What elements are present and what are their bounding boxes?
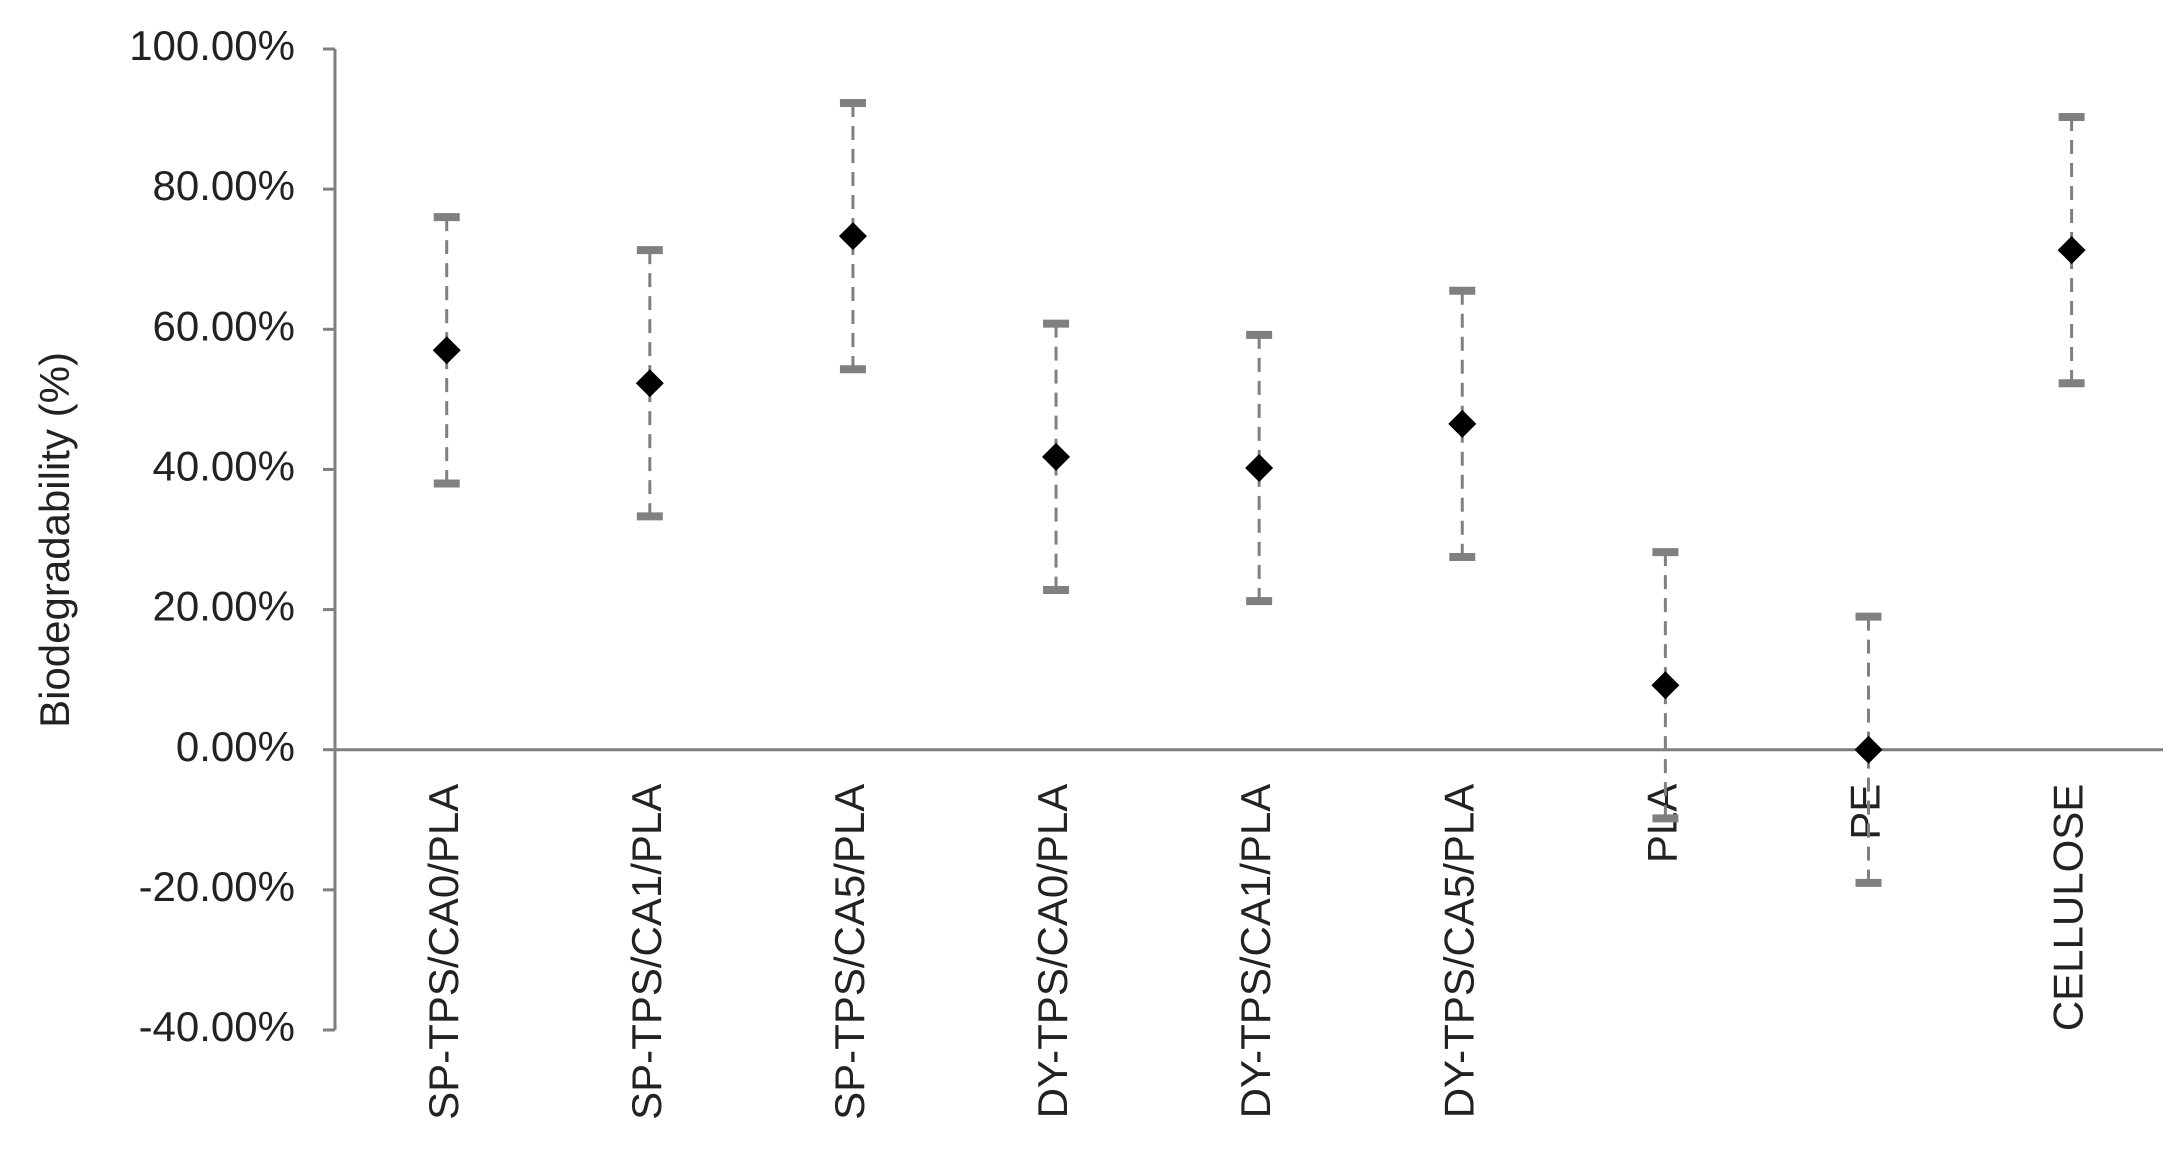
x-tick-label: SP-TPS/CA1/PLA xyxy=(623,784,670,1120)
data-point xyxy=(838,222,867,251)
y-tick-label: -40.00% xyxy=(139,1003,295,1050)
y-tick-label: 80.00% xyxy=(153,162,295,209)
data-point xyxy=(635,369,664,398)
y-tick-label: 0.00% xyxy=(176,723,295,770)
data-point xyxy=(2057,236,2086,265)
data-point xyxy=(1854,735,1883,764)
data-point xyxy=(432,336,461,365)
data-point xyxy=(1245,454,1274,483)
data-point xyxy=(1651,671,1680,700)
y-tick-label: -20.00% xyxy=(139,863,295,910)
y-tick-label: 60.00% xyxy=(153,302,295,349)
x-tick-label: PLA xyxy=(1638,784,1685,863)
x-tick-label: DY-TPS/CA5/PLA xyxy=(1435,784,1482,1119)
x-tick-label: PE xyxy=(1842,784,1889,840)
x-tick-label: SP-TPS/CA5/PLA xyxy=(826,784,873,1120)
y-tick-label: 40.00% xyxy=(153,443,295,490)
data-point xyxy=(1448,409,1477,438)
x-tick-label: SP-TPS/CA0/PLA xyxy=(420,784,467,1120)
x-tick-label: DY-TPS/CA1/PLA xyxy=(1232,784,1279,1119)
y-tick-label: 100.00% xyxy=(129,22,295,69)
y-axis-label: Biodegradability (%) xyxy=(31,352,78,728)
y-tick-label: 20.00% xyxy=(153,583,295,630)
data-point xyxy=(1042,442,1071,471)
x-tick-label: CELLULOSE xyxy=(2045,784,2092,1031)
x-tick-label: DY-TPS/CA0/PLA xyxy=(1029,784,1076,1119)
